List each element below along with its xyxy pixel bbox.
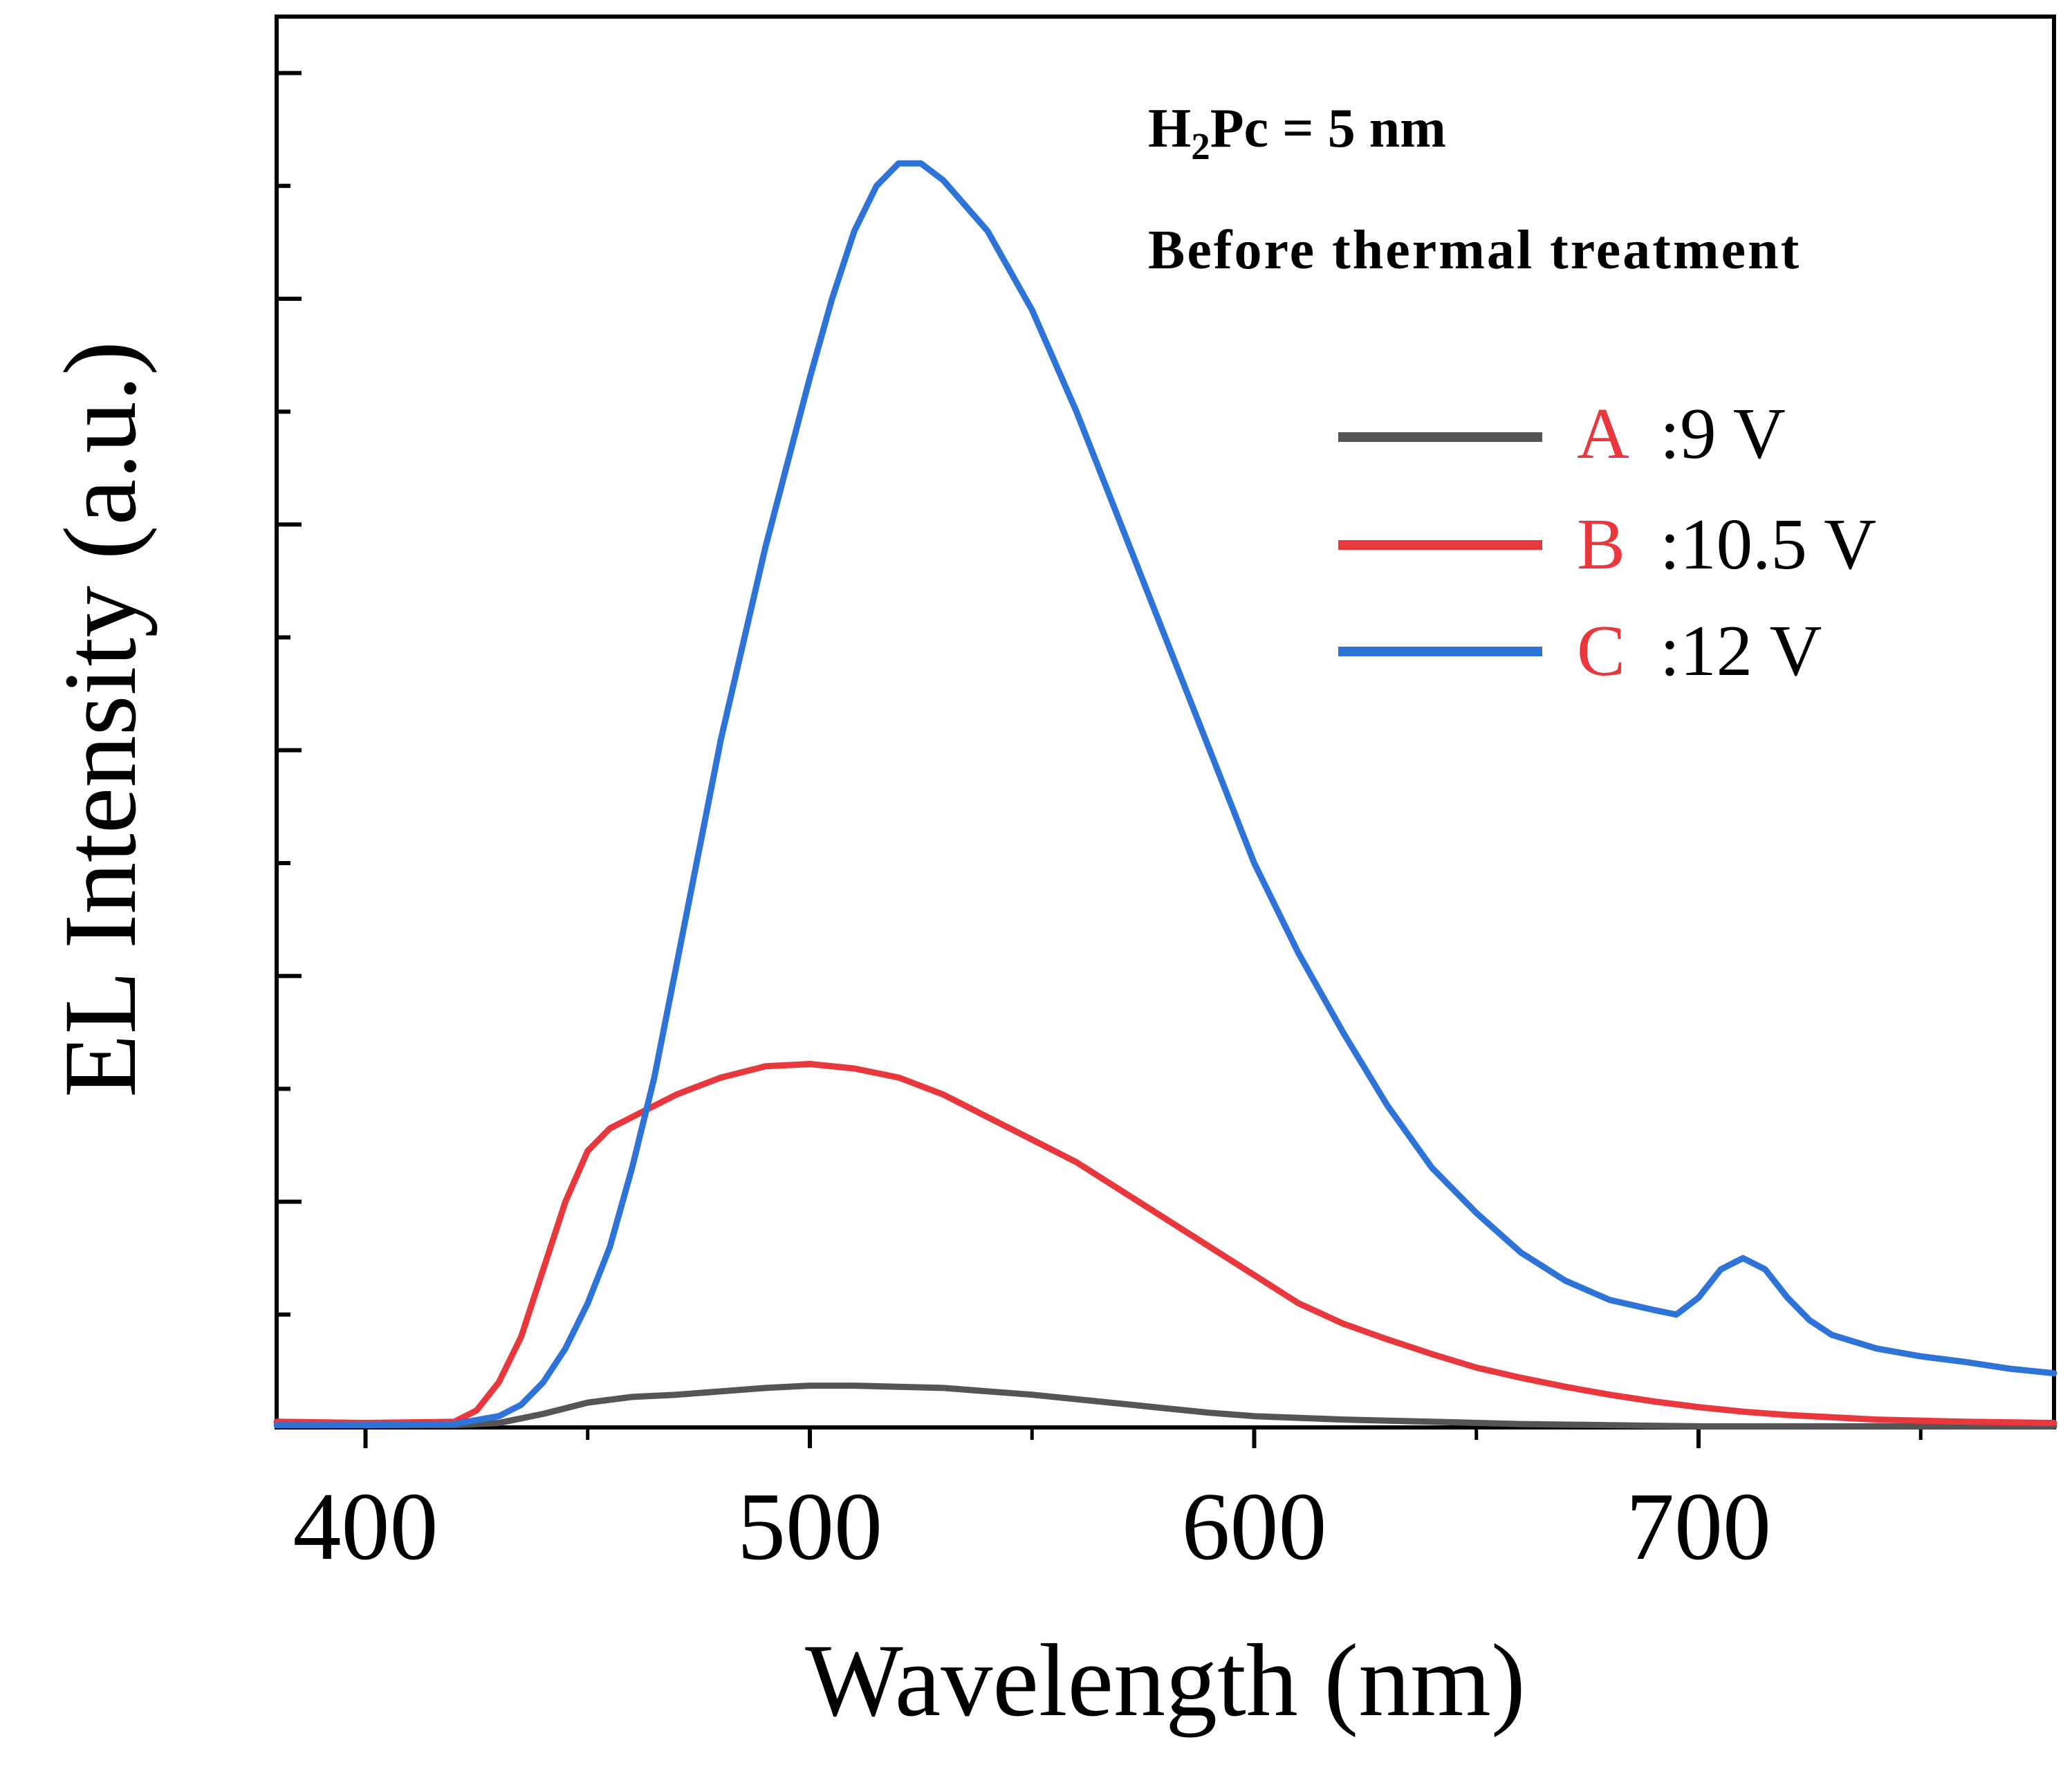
plot-frame bbox=[275, 15, 2056, 1430]
x-axis-label: Wavelength (nm) bbox=[805, 1623, 1526, 1738]
legend-letter-c: C bbox=[1577, 610, 1625, 691]
annotation-h: H bbox=[1148, 98, 1191, 159]
annotation-condition: Before thermal treatment bbox=[1148, 220, 1801, 281]
annotation-thickness: H2Pc = 5 nm bbox=[1148, 98, 1446, 167]
series-line-b bbox=[273, 1061, 2057, 1426]
legend-letter-b: B bbox=[1577, 503, 1625, 584]
legend: A :9 V B :10.5 V C :12 V bbox=[1338, 393, 1876, 691]
annotation-rest: Pc = 5 nm bbox=[1210, 98, 1446, 159]
series-line-a bbox=[273, 1382, 2057, 1430]
series-line-c bbox=[273, 160, 2057, 1429]
legend-value-c: :12 V bbox=[1660, 610, 1822, 691]
series-lines bbox=[273, 160, 2057, 1430]
x-tick-label: 500 bbox=[737, 1473, 882, 1580]
legend-value-b: :10.5 V bbox=[1660, 503, 1876, 584]
x-tick-label: 700 bbox=[1626, 1473, 1771, 1580]
y-axis-ticks bbox=[277, 71, 302, 1317]
x-tick-label: 600 bbox=[1182, 1473, 1327, 1580]
legend-value-a: :9 V bbox=[1660, 393, 1786, 474]
x-tick-label: 400 bbox=[293, 1473, 438, 1580]
x-axis-ticks: 400 500 600 700 bbox=[293, 1427, 1923, 1580]
annotation-subscript: 2 bbox=[1191, 125, 1210, 167]
legend-letter-a: A bbox=[1577, 393, 1629, 474]
y-axis-label: EL Intensity (a.u.) bbox=[43, 341, 158, 1098]
